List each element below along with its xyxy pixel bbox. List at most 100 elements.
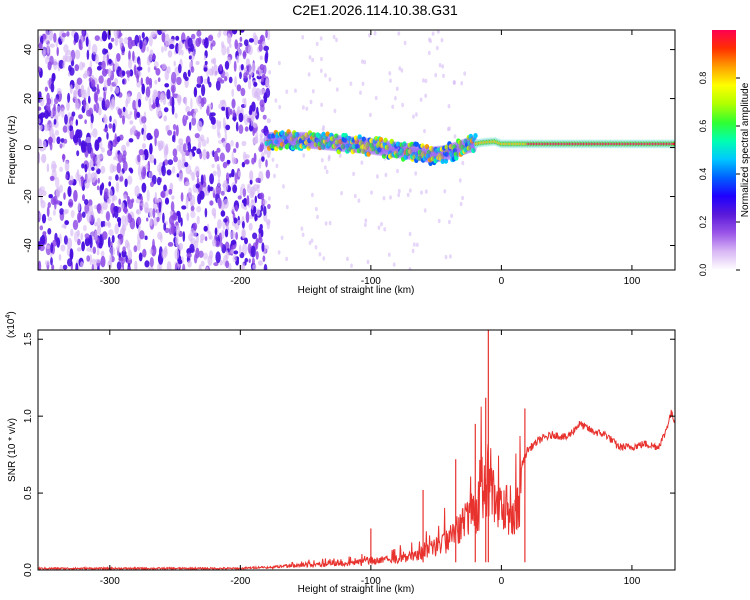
- heatmap-noise-cell: [257, 260, 264, 266]
- heatmap-noise-cell: [46, 206, 50, 218]
- heatmap-y-label: Frequency (Hz): [7, 116, 18, 185]
- heatmap-sparse-cell: [392, 262, 396, 267]
- heatmap-noise-cell: [70, 59, 75, 67]
- heatmap-noise-cell: [169, 38, 175, 45]
- heatmap-noise-cell: [142, 154, 146, 161]
- heatmap-noise-cell: [205, 151, 210, 160]
- heatmap-noise-cell: [149, 248, 153, 255]
- heatmap-noise-cell: [240, 87, 246, 97]
- heatmap-sparse-cell: [314, 245, 318, 250]
- heatmap-noise-cell: [228, 173, 232, 178]
- heatmap-noise-cell: [121, 250, 127, 258]
- heatmap-noise-cell: [184, 96, 188, 107]
- heatmap-noise-cell: [189, 121, 192, 131]
- heatmap-noise-cell: [261, 156, 265, 162]
- heatmap-noise-cell: [136, 72, 140, 83]
- heatmap-noise-cell: [241, 140, 247, 147]
- heatmap-noise-cell: [181, 205, 187, 210]
- heatmap-noise-cell: [259, 99, 265, 108]
- heatmap-noise-cell: [132, 99, 137, 111]
- heatmap-noise-cell: [165, 143, 169, 155]
- heatmap-noise-cell: [219, 152, 225, 162]
- heatmap-noise-cell: [187, 141, 192, 153]
- heatmap-noise-cell: [140, 77, 143, 86]
- heatmap-noise-cell: [155, 68, 161, 76]
- heatmap-noise-cell: [106, 77, 112, 87]
- heatmap-noise-cell: [188, 187, 193, 199]
- heatmap-noise-cell: [220, 79, 225, 84]
- heatmap-noise-cell: [256, 75, 262, 80]
- heatmap-noise-cell: [186, 252, 192, 258]
- heatmap-noise-cell: [61, 107, 65, 118]
- heatmap-noise-cell: [241, 161, 246, 168]
- heatmap-sparse-cell: [423, 128, 426, 134]
- heatmap-noise-cell: [144, 201, 149, 213]
- heatmap-noise-cell: [263, 205, 267, 216]
- heatmap-noise-cell: [38, 118, 41, 124]
- heatmap-noise-cell: [69, 248, 74, 261]
- heatmap-noise-cell: [124, 215, 129, 227]
- heatmap-ridge-cell: [280, 130, 285, 136]
- heatmap-noise-cell: [201, 139, 207, 147]
- heatmap-noise-cell: [225, 260, 230, 269]
- heatmap-noise-cell: [171, 166, 176, 174]
- heatmap-noise-cell: [133, 64, 137, 76]
- heatmap-sparse-cell: [328, 220, 332, 226]
- heatmap-noise-cell: [139, 230, 145, 240]
- heatmap-sparse-cell: [300, 226, 304, 231]
- heatmap-ridge-cell: [443, 158, 449, 164]
- heatmap-noise-cell: [171, 71, 177, 84]
- heatmap-noise-cell: [63, 44, 69, 53]
- heatmap-noise-cell: [121, 215, 127, 226]
- heatmap-noise-cell: [243, 159, 250, 165]
- heatmap-noise-cell: [222, 161, 228, 169]
- heatmap-noise-cell: [149, 257, 154, 268]
- heatmap-ridge-cell: [466, 145, 471, 151]
- heatmap-noise-cell: [169, 95, 173, 106]
- heatmap-sparse-cell: [301, 35, 305, 40]
- heatmap-noise-cell: [206, 223, 210, 234]
- heatmap-sparse-cell: [357, 198, 361, 203]
- heatmap-noise-cell: [184, 76, 189, 82]
- heatmap-noise-cell: [132, 50, 135, 62]
- heatmap-noise-cell: [156, 216, 160, 223]
- heatmap-sparse-cell: [419, 97, 423, 102]
- heatmap-noise-cell: [55, 186, 61, 199]
- heatmap-noise-cell: [261, 75, 265, 83]
- heatmap-ridge-cell: [366, 151, 371, 157]
- heatmap-noise-cell: [101, 98, 106, 110]
- heatmap-ridge-cell: [345, 148, 350, 154]
- heatmap-sparse-cell: [438, 62, 442, 68]
- heatmap-noise-cell: [226, 46, 230, 55]
- heatmap-noise-cell: [223, 198, 229, 209]
- heatmap-noise-cell: [184, 161, 189, 168]
- heatmap-noise-cell: [138, 149, 145, 156]
- heatmap-sparse-cell: [282, 184, 285, 189]
- heatmap-sparse-cell: [414, 171, 418, 176]
- heatmap-noise-cell: [211, 65, 214, 76]
- heatmap-noise-cell: [102, 201, 108, 210]
- heatmap-noise-cell: [116, 53, 121, 62]
- heatmap-noise-cell: [160, 93, 163, 103]
- heatmap-sparse-cell: [420, 190, 423, 195]
- snr-x-tick-label: 100: [624, 576, 641, 587]
- heatmap-noise-cell: [245, 211, 250, 224]
- heatmap-noise-cell: [66, 246, 71, 257]
- heatmap-noise-cell: [233, 60, 237, 72]
- heatmap-noise-cell: [166, 169, 172, 176]
- heatmap-noise-cell: [263, 92, 268, 104]
- heatmap-ridge-cell: [274, 139, 279, 145]
- heatmap-noise-cell: [56, 88, 62, 95]
- heatmap-noise-cell: [233, 217, 238, 224]
- heatmap-noise-cell: [262, 255, 266, 262]
- heatmap-noise-cell: [156, 208, 160, 217]
- heatmap-sparse-cell: [335, 87, 339, 92]
- heatmap-noise-cell: [65, 173, 69, 180]
- heatmap-noise-cell: [245, 58, 250, 66]
- heatmap-ridge-cell: [408, 148, 413, 155]
- heatmap-sparse-cell: [395, 86, 399, 92]
- heatmap-ridge-cell: [424, 144, 430, 150]
- heatmap-noise-cell: [240, 63, 244, 71]
- heatmap-noise-cell: [232, 157, 237, 165]
